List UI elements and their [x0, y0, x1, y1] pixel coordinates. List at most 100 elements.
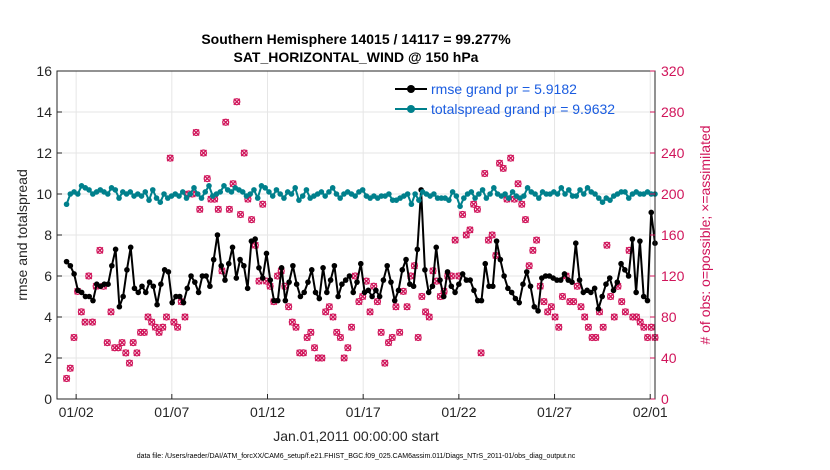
rmse-point — [259, 275, 266, 281]
obs-count-point — [640, 323, 648, 331]
rmse-point — [520, 281, 526, 288]
rmse-point — [275, 297, 281, 304]
totalspread-point — [329, 185, 336, 191]
obs-count-point — [555, 323, 563, 331]
totalspread-point — [75, 191, 81, 197]
obs-count-point — [599, 323, 607, 331]
rmse-point — [482, 260, 489, 267]
obs-count-point — [199, 149, 208, 157]
rmse-point — [354, 279, 360, 285]
right-tick-label: 40 — [661, 350, 677, 366]
rmse-point — [561, 271, 568, 277]
totalspread-point — [509, 189, 516, 195]
totalspread-point — [333, 191, 340, 197]
totalspread-point — [86, 187, 92, 193]
rmse-point — [357, 260, 364, 267]
totalspread-point — [565, 187, 572, 193]
left-axis-label: rmse and totalspread — [14, 169, 30, 301]
rmse-point — [388, 279, 394, 285]
rmse-point — [603, 281, 609, 288]
rmse-point — [71, 271, 77, 277]
totalspread-point — [266, 189, 272, 195]
obs-count-point — [529, 246, 537, 254]
obs-count-point — [233, 98, 241, 106]
rmse-point — [241, 262, 247, 269]
rmse-point — [105, 281, 111, 288]
rmse-point — [614, 279, 621, 285]
totalspread-point — [491, 185, 497, 191]
obs-count-point — [248, 216, 256, 224]
series-lines — [63, 183, 658, 314]
rmse-point — [444, 269, 451, 275]
rmse-point — [278, 265, 285, 271]
rmse-point — [286, 279, 292, 285]
rmse-point — [403, 256, 409, 263]
rmse-point — [569, 279, 575, 285]
rmse-point — [467, 277, 473, 283]
rmse-point — [127, 244, 134, 251]
totalspread-point — [502, 191, 508, 197]
rmse-point — [139, 283, 145, 290]
rmse-point — [316, 295, 323, 302]
obs-count-point — [414, 333, 422, 342]
obs-count-point — [307, 328, 315, 336]
obs-count-point — [551, 313, 559, 321]
rmse-point — [120, 293, 126, 300]
right-tick-label: 240 — [661, 145, 685, 161]
obs-count-point — [643, 333, 652, 342]
left-tick-label: 2 — [44, 350, 52, 366]
obs-count-point — [392, 303, 400, 311]
totalspread-point — [269, 193, 276, 199]
totalspread-point — [198, 195, 205, 201]
rmse-point — [395, 287, 402, 294]
obs-count-point — [569, 298, 578, 306]
totalspread-point — [599, 199, 606, 205]
rmse-point — [422, 267, 428, 273]
totalspread-point — [468, 189, 475, 195]
obs-count-point — [573, 282, 581, 290]
rmse-point — [648, 209, 655, 216]
obs-count-point — [103, 339, 111, 347]
totalspread-point — [453, 193, 460, 199]
rmse-point — [384, 262, 390, 269]
obs-count-point — [621, 308, 629, 316]
rmse-point — [410, 283, 417, 290]
obs-count-point — [499, 164, 507, 172]
totalspread-point — [116, 195, 122, 201]
rmse-point — [146, 279, 153, 285]
totalspread-point — [273, 187, 280, 193]
obs-count-point — [144, 313, 152, 321]
obs-count-point — [581, 313, 589, 321]
obs-count-point — [203, 175, 211, 183]
rmse-point — [497, 256, 504, 263]
obs-count-point — [329, 313, 337, 321]
rmse-point — [176, 293, 183, 300]
totalspread-point — [408, 201, 415, 208]
rmse-point — [135, 289, 142, 296]
left-tick-label: 6 — [44, 268, 52, 284]
rmse-point — [490, 283, 496, 290]
obs-count-point — [77, 308, 85, 316]
totalspread-point — [625, 195, 632, 201]
rmse-point — [218, 262, 225, 269]
right-tick-label: 160 — [661, 227, 685, 243]
totalspread-point — [554, 191, 561, 197]
obs-count-point — [458, 210, 467, 219]
obs-count-point — [525, 262, 533, 270]
rmse-point — [342, 277, 349, 283]
obs-count-point — [488, 231, 496, 239]
chart-title: Southern Hemisphere 14015 / 14117 = 99.2… — [201, 31, 511, 47]
obs-count-point — [577, 303, 585, 311]
x-tick-label: 01/27 — [537, 404, 572, 420]
obs-count-point — [122, 349, 130, 357]
right-tick-label: 120 — [661, 268, 685, 284]
rmse-point — [339, 281, 345, 288]
rmse-point — [184, 285, 191, 292]
legend-spread-marker — [407, 105, 415, 113]
totalspread-point — [386, 191, 392, 197]
obs-count-point — [292, 323, 300, 331]
obs-count-point — [518, 200, 526, 208]
legend-rmse-marker — [407, 85, 415, 93]
obs-count-point — [299, 349, 308, 357]
rmse-point — [180, 299, 187, 306]
